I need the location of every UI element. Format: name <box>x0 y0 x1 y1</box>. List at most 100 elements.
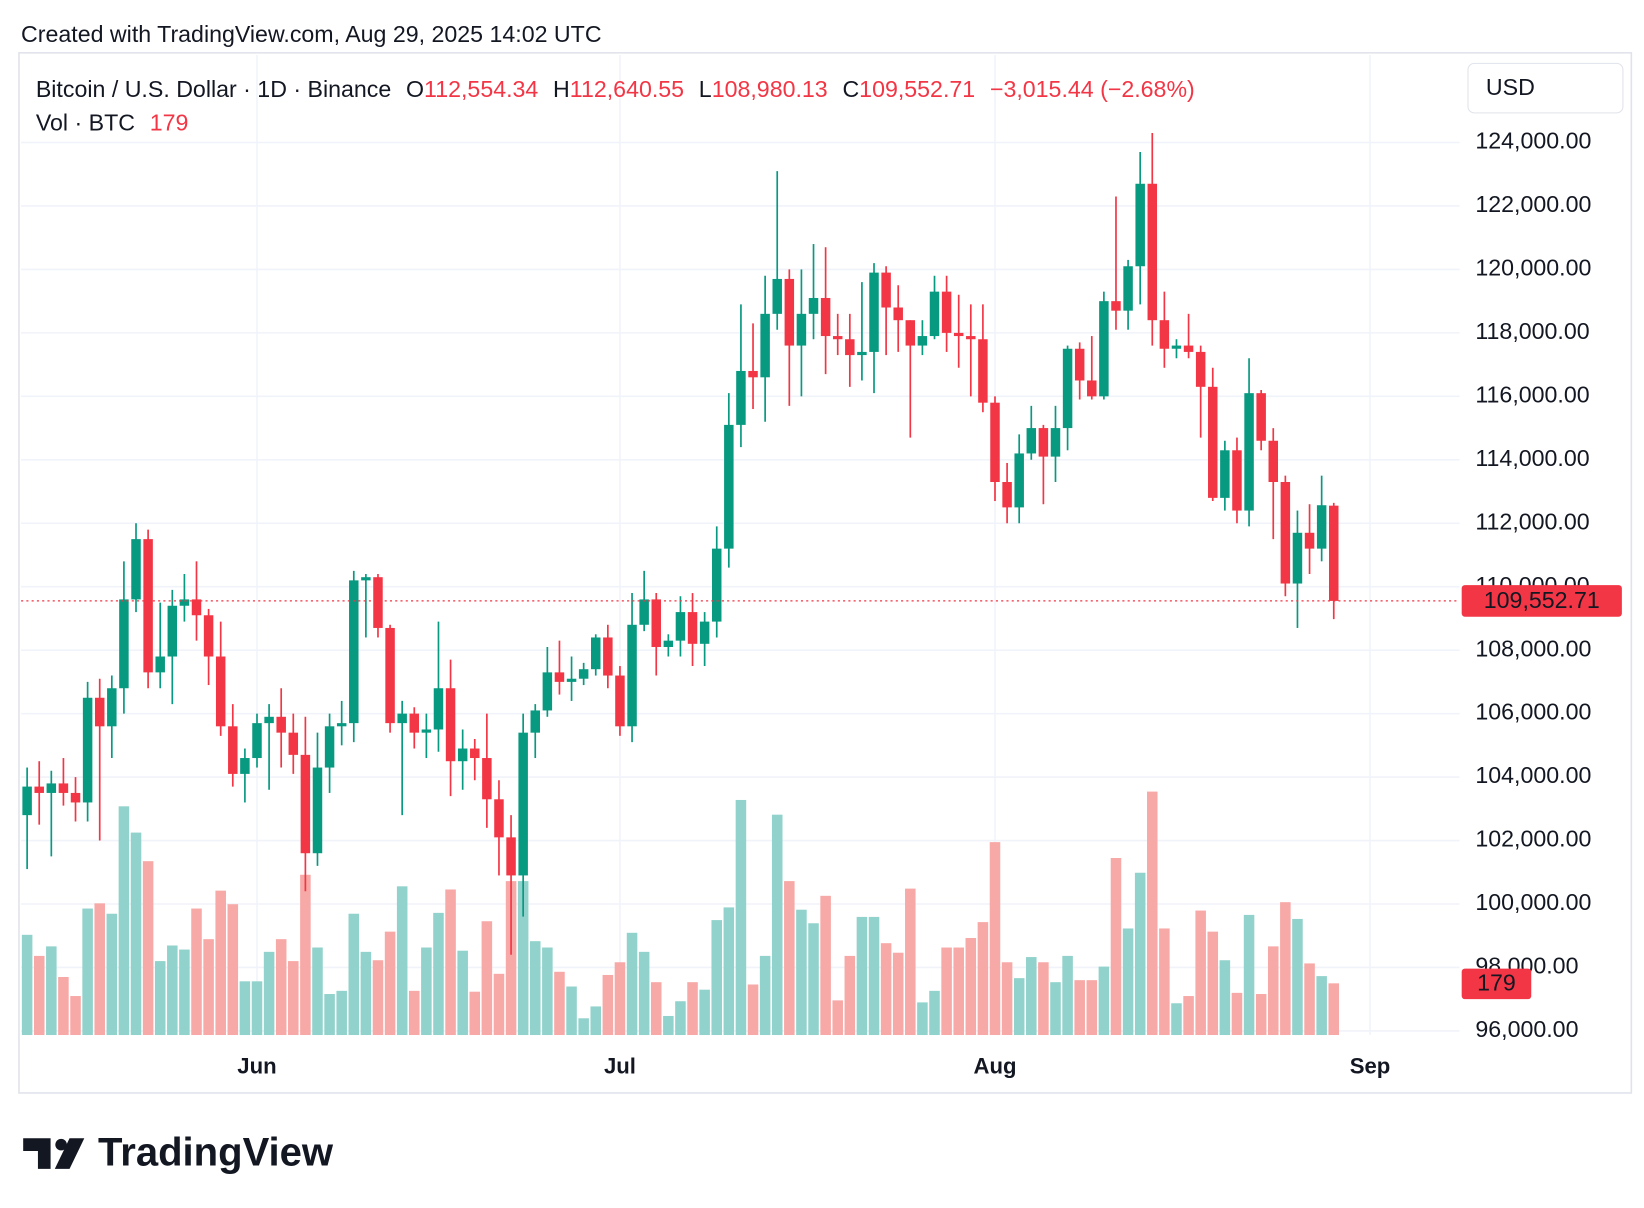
candle-body <box>639 599 649 625</box>
currency-button[interactable] <box>1467 62 1624 114</box>
candle-body <box>336 723 347 727</box>
candle-body <box>1280 482 1291 584</box>
y-tick-label: 116,000.00 <box>1475 381 1589 407</box>
candle-body <box>1256 393 1266 441</box>
volume-bar <box>1134 872 1146 1036</box>
volume-bar <box>929 990 940 1036</box>
candle-body <box>518 732 528 876</box>
y-tick-label: 100,000.00 <box>1475 889 1591 915</box>
volume-bar <box>58 976 69 1036</box>
candle-body <box>300 754 311 854</box>
candle-body <box>482 758 492 800</box>
candle-body <box>312 767 323 854</box>
volume-bar <box>699 989 710 1036</box>
candle-body <box>155 656 165 673</box>
y-tick-label: 96,000.00 <box>1475 1016 1578 1042</box>
legend-letter: L <box>699 76 712 102</box>
x-tick-label: Jun <box>237 1054 276 1079</box>
candle-body <box>796 313 807 346</box>
volume-bar <box>663 1015 674 1036</box>
chart-frame <box>18 52 1633 1094</box>
volume-bar <box>1195 910 1206 1036</box>
volume-bar <box>505 881 517 1036</box>
volume-bar <box>481 921 493 1036</box>
candle-body <box>603 637 613 676</box>
last-price-badge <box>1461 585 1622 617</box>
legend-value: 108,980.13 <box>712 76 828 102</box>
candle-body <box>1014 453 1024 508</box>
candle-body <box>736 370 746 425</box>
volume-bar <box>892 952 904 1036</box>
legend-symbol: Bitcoin / U.S. Dollar · 1D · Binance <box>36 76 391 102</box>
volume-bar <box>360 951 372 1036</box>
volume-bar <box>288 961 299 1036</box>
volume-bar <box>433 912 444 1036</box>
volume-bar <box>868 916 880 1036</box>
volume-bar <box>154 961 166 1036</box>
candle-body <box>929 291 940 337</box>
candle-body <box>34 786 44 793</box>
candle-body <box>191 599 202 616</box>
candle-body <box>1232 450 1242 511</box>
candle-body <box>966 336 976 340</box>
volume-bar <box>1159 928 1170 1036</box>
volume-bar <box>94 903 105 1036</box>
legend-value: 109,552.71 <box>859 76 975 102</box>
volume-bar <box>1050 982 1061 1036</box>
volume-pane <box>21 791 1340 1036</box>
volume-bar <box>723 907 735 1036</box>
volume-bar <box>820 895 831 1036</box>
volume-bar <box>578 1018 589 1036</box>
y-tick-label: 114,000.00 <box>1475 445 1589 471</box>
brand-logo <box>23 1138 85 1169</box>
candle-body <box>1147 183 1158 321</box>
volume-bar <box>989 842 1001 1036</box>
volume-bar <box>142 861 154 1036</box>
volume-bar <box>1026 957 1037 1036</box>
candle-body <box>917 336 928 346</box>
volume-bar <box>626 932 638 1036</box>
candle-body <box>397 713 407 724</box>
volume-bar <box>275 939 287 1036</box>
legend-value: 112,554.34 <box>424 76 538 102</box>
volume-bar <box>1328 983 1340 1036</box>
candle-body <box>1244 393 1254 511</box>
volume-bar <box>1219 960 1231 1036</box>
volume-bar <box>396 886 408 1036</box>
logo-shape <box>23 1138 51 1169</box>
x-tick-label: Jul <box>604 1054 636 1079</box>
candle-body <box>1292 532 1303 584</box>
candle-body <box>1159 320 1170 349</box>
candle-body <box>978 339 988 403</box>
header: Created with TradingView.com, Aug 29, 20… <box>21 21 602 47</box>
candle-body <box>893 307 903 321</box>
candles <box>21 132 1460 955</box>
volume-bar <box>1110 858 1122 1036</box>
volume-bar <box>493 973 505 1036</box>
volume-bar <box>590 1006 602 1036</box>
volume-bar <box>215 890 226 1036</box>
y-tick-label: 102,000.00 <box>1475 826 1591 852</box>
volume-bar <box>1280 902 1291 1036</box>
candle-body <box>591 637 601 670</box>
volume-bar <box>70 996 81 1036</box>
volume-bar <box>614 962 626 1036</box>
x-tick-label: Aug <box>973 1054 1016 1079</box>
y-tick-label: 112,000.00 <box>1475 508 1589 534</box>
candle-body <box>990 402 1000 483</box>
candle-body <box>506 837 516 876</box>
last-volume-badge <box>1461 968 1532 1000</box>
candle-body <box>953 332 964 337</box>
candle-body <box>228 726 238 774</box>
volume-bar <box>300 874 311 1036</box>
volume-bar <box>118 806 130 1036</box>
candle-body <box>143 539 153 673</box>
candle-body <box>1183 345 1194 352</box>
last-price-label: 109,552.71 <box>1484 587 1600 613</box>
candle-body <box>215 656 226 727</box>
volume-bar <box>1098 966 1110 1036</box>
volume-bar <box>1316 976 1327 1036</box>
y-tick-label: 124,000.00 <box>1475 128 1591 154</box>
candle-body <box>651 599 661 647</box>
